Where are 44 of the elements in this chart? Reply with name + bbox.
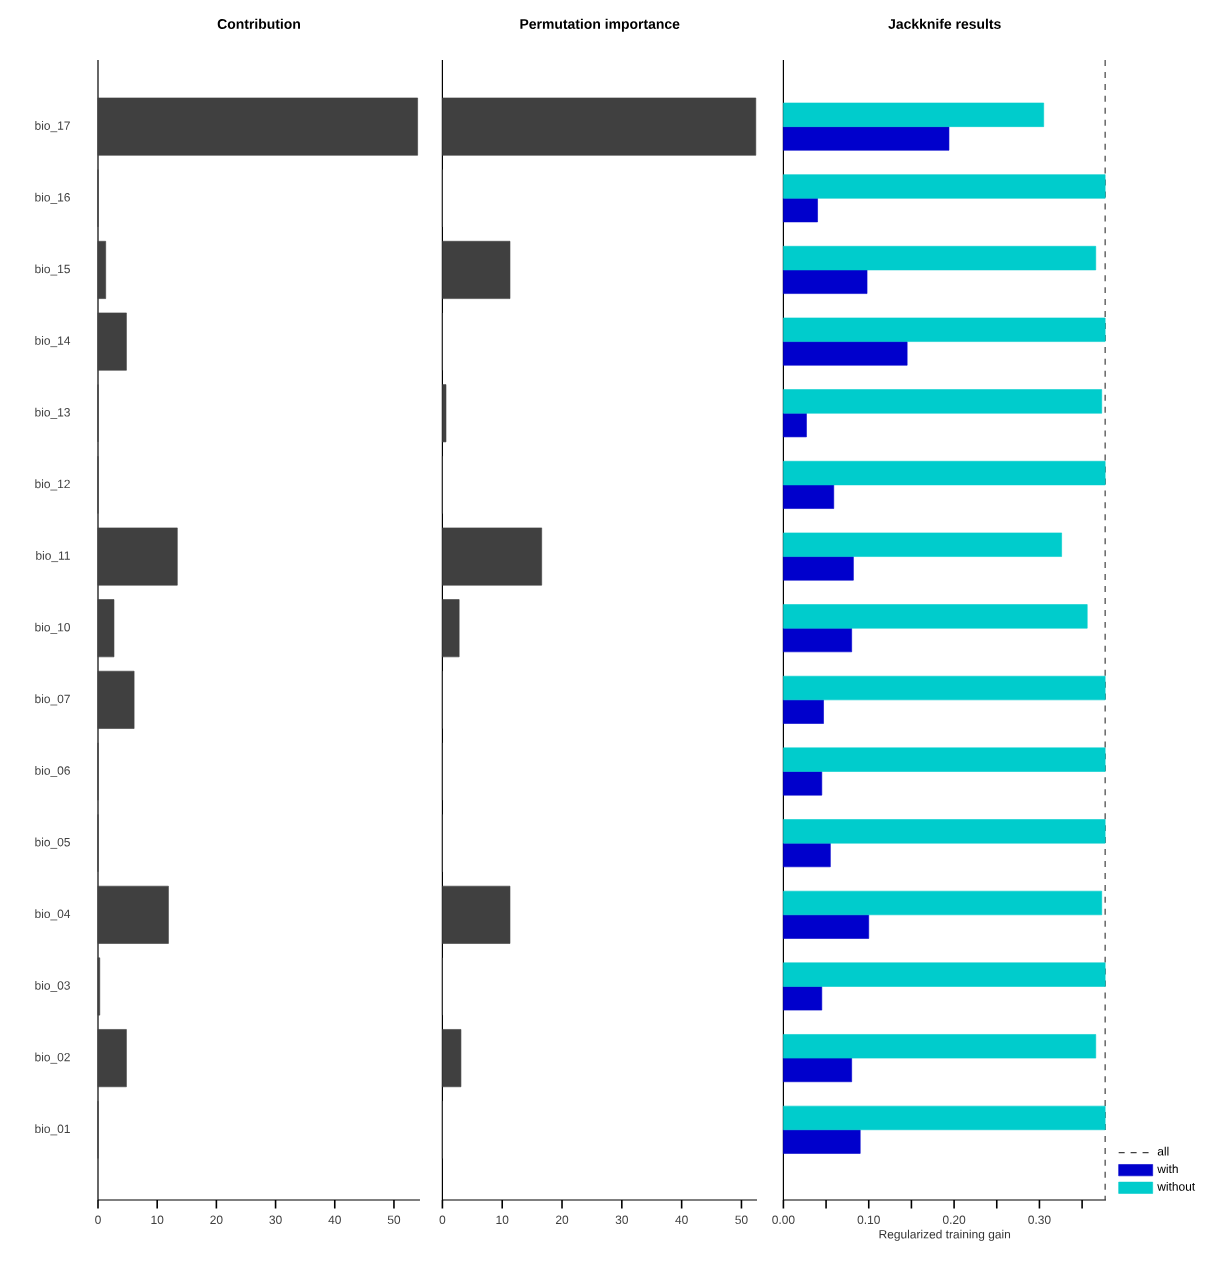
bar [442,97,757,156]
bar [783,269,868,294]
bar [97,885,169,944]
bar [783,1034,1097,1059]
bar [783,460,1106,486]
bar [442,599,460,658]
bar [783,389,1103,414]
bar [783,1057,852,1083]
bar [97,1029,127,1088]
bar [442,527,542,586]
bar [442,240,511,299]
bar [442,1029,462,1088]
bar [442,885,511,944]
bar [783,317,1106,342]
bar [783,412,807,438]
bar [97,97,418,156]
bar [783,126,950,151]
bar [783,245,1097,271]
bar [783,842,831,868]
bar [783,556,854,581]
bar [783,1129,861,1154]
bar [783,484,835,509]
bar [783,819,1106,844]
bar [783,771,823,796]
bar [783,747,1106,772]
bar [783,914,870,939]
bar [783,1105,1106,1131]
bar [783,604,1088,629]
bar [783,197,818,223]
bar [97,312,127,371]
bar [783,699,824,724]
bar [783,986,823,1011]
bar [97,670,135,729]
bar [783,341,908,366]
bar [783,675,1106,701]
bar [783,627,852,653]
bar [783,102,1044,127]
bar [783,890,1103,916]
bar [97,599,115,658]
bar [97,527,178,586]
bar [783,962,1106,987]
bar [783,174,1106,199]
bar [783,532,1062,557]
bar [97,240,106,299]
